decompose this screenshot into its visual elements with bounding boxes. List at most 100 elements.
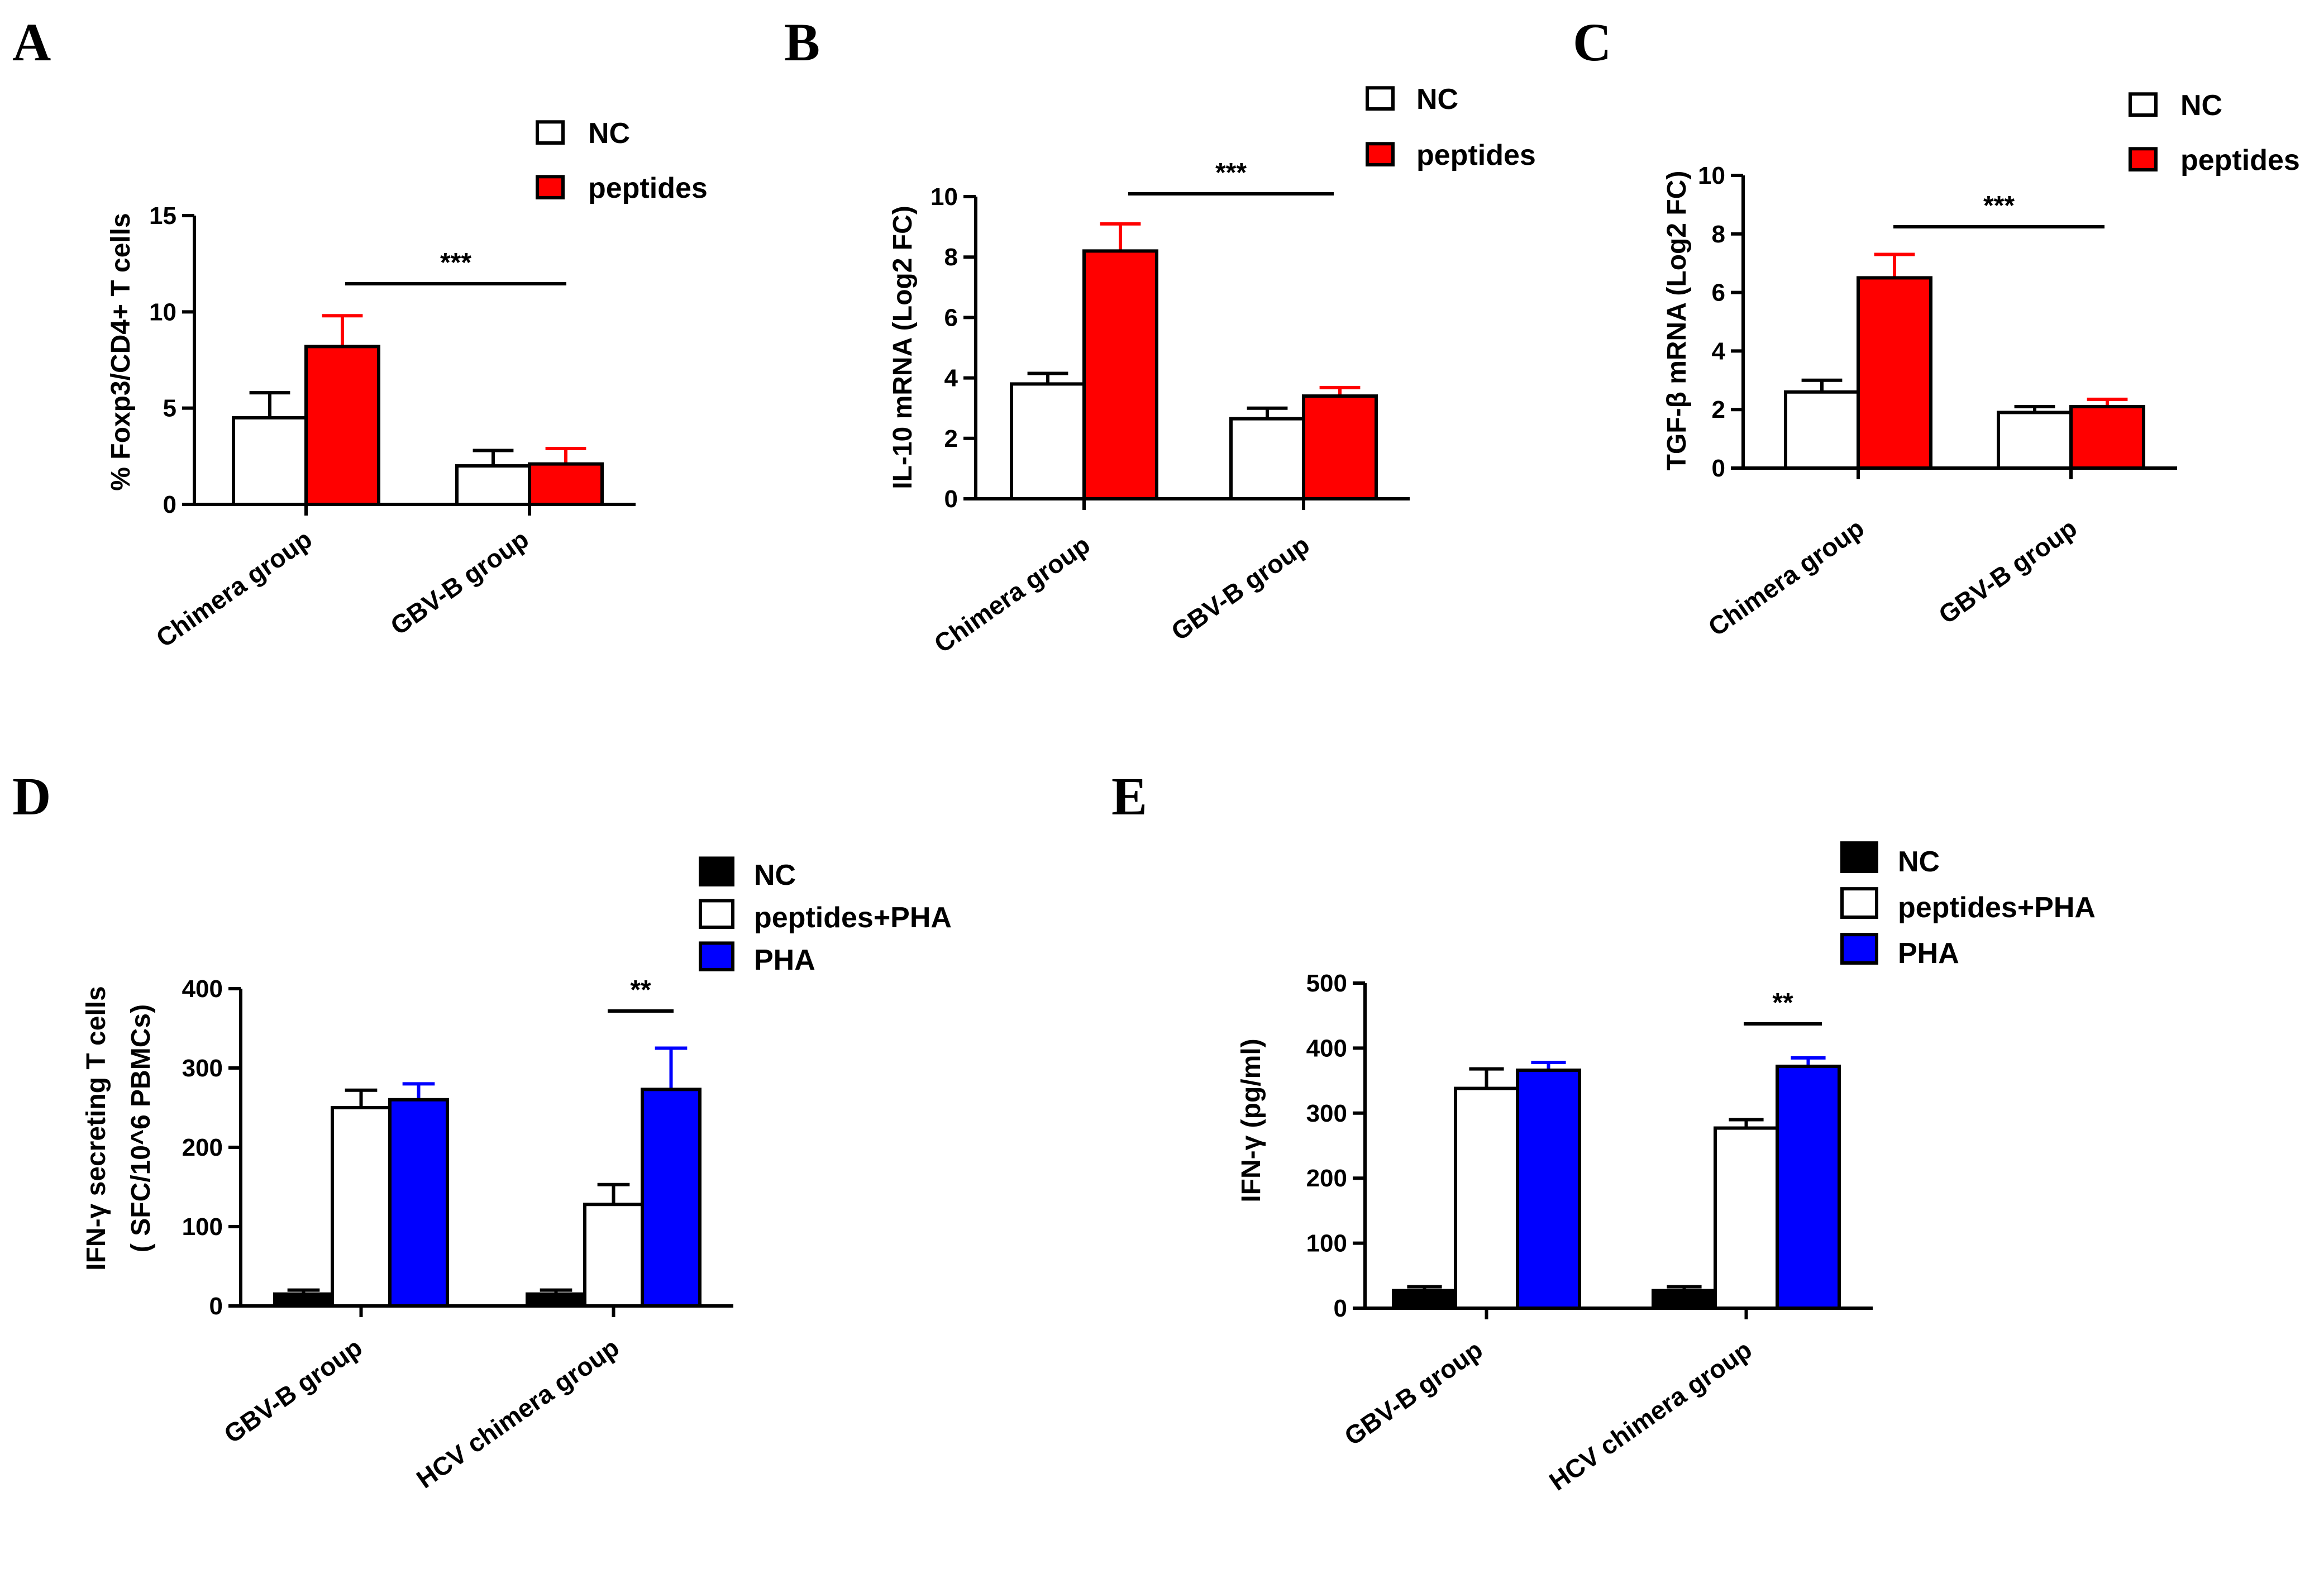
y-axis-title: IFN-γ secreting T cells bbox=[82, 986, 111, 1271]
bar-pha bbox=[1516, 1068, 1581, 1310]
legend-label: NC bbox=[754, 859, 796, 891]
legend-label: NC bbox=[2180, 89, 2222, 122]
bar-peptides bbox=[528, 462, 604, 506]
bar-nc bbox=[1392, 1289, 1457, 1310]
panel-letter-c: C bbox=[1573, 12, 1611, 72]
legend-label: NC bbox=[1416, 83, 1458, 116]
legend-swatch bbox=[699, 856, 734, 886]
y-tick-label: 300 bbox=[1306, 1100, 1347, 1127]
bar-peptides-pha bbox=[1714, 1126, 1779, 1310]
bar-pha bbox=[641, 1088, 702, 1308]
y-tick-label: 400 bbox=[182, 975, 223, 1003]
bar-nc bbox=[526, 1292, 586, 1308]
category-label: Chimera group bbox=[1703, 513, 1869, 642]
y-tick-label: 6 bbox=[1712, 279, 1725, 307]
y-tick-label: 2 bbox=[1712, 396, 1725, 423]
bar-nc bbox=[1997, 411, 2073, 470]
y-axis-title: IFN-γ (pg/ml) bbox=[1237, 1038, 1266, 1202]
legend-label: PHA bbox=[1898, 937, 1959, 970]
bar-nc bbox=[1010, 382, 1086, 500]
y-tick-label: 10 bbox=[1698, 162, 1725, 189]
legend-label: PHA bbox=[754, 944, 815, 976]
y-tick-label: 8 bbox=[944, 244, 958, 271]
y-tick-label: 0 bbox=[163, 491, 176, 518]
y-tick-label: 5 bbox=[163, 395, 176, 422]
legend-swatch bbox=[1840, 887, 1878, 919]
y-tick-label: 10 bbox=[930, 183, 958, 211]
y-tick-label: 500 bbox=[1306, 970, 1347, 997]
panel-b: B 0 2 4 6 8 10 IL-10 mRNA (Log2 FC) Chimera grou… bbox=[784, 12, 1536, 659]
y-axis-title: % Foxp3/CD4+ T cells bbox=[106, 213, 136, 491]
bar-peptides-pha bbox=[1454, 1086, 1519, 1310]
significance-label: ** bbox=[1772, 988, 1793, 1018]
category-label: HCV chimera group bbox=[411, 1333, 624, 1494]
panel-letter-a: A bbox=[12, 12, 51, 72]
y-tick-label: 0 bbox=[209, 1293, 223, 1320]
y-tick-label: 200 bbox=[182, 1134, 223, 1161]
legend-swatch bbox=[1366, 86, 1395, 111]
bar-nc bbox=[455, 464, 531, 506]
significance-label: ** bbox=[630, 975, 651, 1005]
category-label: GBV-B group bbox=[385, 525, 533, 641]
category-label: GBV-B group bbox=[1933, 513, 2082, 630]
panel-letter-b: B bbox=[784, 12, 820, 72]
category-label: Chimera group bbox=[929, 530, 1095, 659]
legend-swatch bbox=[699, 899, 734, 929]
legend-label: peptides bbox=[588, 172, 708, 204]
legend-swatch bbox=[1840, 841, 1878, 874]
bar-peptides bbox=[304, 345, 380, 507]
legend-swatch bbox=[536, 175, 565, 199]
category-label: GBV-B group bbox=[1339, 1335, 1487, 1451]
panel-letter-d: D bbox=[12, 766, 51, 826]
y-tick-label: 4 bbox=[944, 365, 958, 392]
y-axis-title-units: ( SFC/10^6 PBMCs) bbox=[126, 1004, 156, 1252]
legend-label: NC bbox=[1898, 846, 1940, 878]
legend-label: peptides bbox=[1416, 139, 1536, 171]
bar-nc bbox=[1652, 1289, 1717, 1310]
bar-pha bbox=[1776, 1064, 1841, 1310]
panel-letter-e: E bbox=[1111, 766, 1147, 826]
legend-label: peptides+PHA bbox=[754, 902, 952, 934]
panel-a: A 0 5 10 15 % Foxp3/CD4+ T cells Chimera group… bbox=[12, 12, 708, 653]
bar-peptides-pha bbox=[583, 1203, 644, 1308]
y-tick-label: 4 bbox=[1712, 337, 1726, 365]
y-tick-label: 0 bbox=[1334, 1295, 1347, 1322]
legend-label: peptides+PHA bbox=[1898, 891, 2096, 924]
category-label: GBV-B group bbox=[1166, 530, 1314, 646]
y-tick-label: 0 bbox=[944, 485, 958, 513]
category-label: Chimera group bbox=[151, 525, 317, 653]
bar-nc bbox=[1784, 390, 1860, 470]
y-tick-label: 8 bbox=[1712, 221, 1725, 248]
significance-label: *** bbox=[440, 248, 471, 278]
bar-nc bbox=[273, 1292, 334, 1308]
bar-pha bbox=[388, 1098, 449, 1308]
y-tick-label: 200 bbox=[1306, 1165, 1347, 1192]
y-tick-label: 6 bbox=[944, 304, 958, 331]
bar-peptides bbox=[1082, 249, 1158, 500]
y-tick-label: 400 bbox=[1306, 1034, 1347, 1062]
significance-label: *** bbox=[1215, 158, 1247, 188]
bar-peptides-pha bbox=[331, 1106, 392, 1308]
bar-peptides bbox=[1302, 394, 1378, 500]
category-label: GBV-B group bbox=[218, 1333, 367, 1449]
y-axis-title: TGF-β mRNA (Log2 FC) bbox=[1662, 171, 1692, 471]
legend-swatch bbox=[536, 120, 565, 145]
y-tick-label: 10 bbox=[149, 298, 176, 326]
legend-swatch bbox=[2129, 147, 2158, 171]
panel-d: D 0 100 200 300 400 IFN-γ secreting T cells ( S… bbox=[12, 766, 952, 1494]
bar-peptides bbox=[1857, 276, 1932, 470]
y-tick-label: 15 bbox=[149, 202, 176, 230]
bar-nc bbox=[1229, 417, 1305, 501]
legend-swatch bbox=[1366, 142, 1395, 166]
y-axis-title: IL-10 mRNA (Log2 FC) bbox=[888, 206, 918, 489]
legend-swatch bbox=[1840, 933, 1878, 965]
legend-label: NC bbox=[588, 117, 630, 150]
y-tick-label: 100 bbox=[1306, 1230, 1347, 1257]
bar-nc bbox=[232, 416, 308, 507]
bar-peptides bbox=[2069, 404, 2145, 470]
legend-swatch bbox=[699, 941, 734, 971]
legend-label: peptides bbox=[2180, 144, 2300, 177]
panel-e: E 0 100 200 300 400 500 IFN-γ (pg/ml) GBV-B grou… bbox=[1111, 766, 2096, 1496]
